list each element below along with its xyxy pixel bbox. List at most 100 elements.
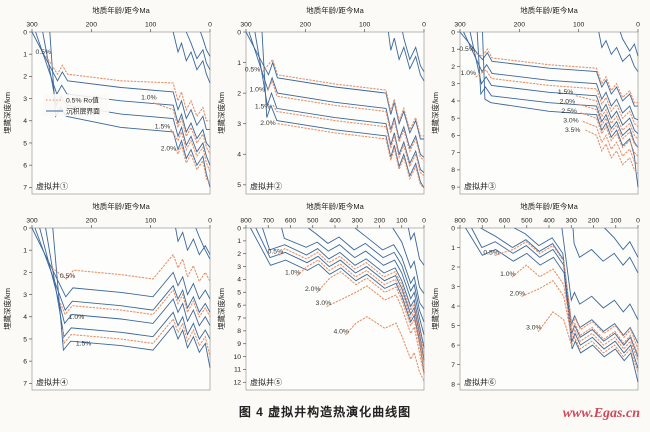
chart-canvas-well-5: 800 700 600 500 400 300 200 100 0地质年龄/距今Ma012345… <box>216 201 426 391</box>
x-tick-label: 0 <box>636 218 640 225</box>
y-tick-label: 1 <box>451 245 455 252</box>
plot-frame <box>31 227 211 391</box>
horizon-line <box>572 227 639 274</box>
y-tick-label: 6 <box>451 133 455 140</box>
x-axis-title: 地质年龄/距今Ma <box>92 201 150 211</box>
chart-canvas-well-6: 800 700 600 500 400 300 200 100 0 地质年龄/距今Ma 0 1 2 3 4 5… <box>430 201 640 391</box>
horizon-line <box>561 227 639 320</box>
ro-isoline <box>277 123 425 189</box>
y-tick-label: 4 <box>451 98 455 105</box>
y-tick-label: 4 <box>23 314 27 321</box>
chart-canvas-well-4: 300 200 100 0 地质年龄/距今Ma 0 1 2 3 4 5 6 7 埋藏深度/km 0.5% 1.… <box>2 201 212 391</box>
y-tick-label: 8 <box>451 381 455 388</box>
ro-isoline <box>582 121 639 166</box>
ro-isoline <box>175 143 211 184</box>
caption-row: 图 4 虚拟井构造热演化曲线图 www.Egas.cn <box>0 396 650 426</box>
x-axis-title: 地质年龄/距今Ma <box>92 5 150 15</box>
ro-label: 2.0% <box>560 99 576 106</box>
x-axis-title: 地质年龄/距今Ma <box>306 201 364 211</box>
ro-label: 0.5% <box>459 46 475 53</box>
subplot-well-6: 800 700 600 500 400 300 200 100 0 地质年龄/距今Ma 0 1 2 3 4 5… <box>430 200 644 396</box>
y-tick-label: 2 <box>23 270 27 277</box>
y-tick-label: 2 <box>237 90 241 97</box>
y-tick-label: 0 <box>23 29 27 36</box>
x-tick-label: 200 <box>300 22 312 29</box>
ro-label: 1.0% <box>141 95 157 102</box>
horizon-line <box>476 31 639 148</box>
x-tick-label: 300 <box>352 218 364 225</box>
legend-ro-label: 0.5% Ro值 <box>66 96 99 105</box>
y-tick-label: 1 <box>237 238 241 245</box>
horizon-line <box>34 227 211 314</box>
y-tick-label: 9 <box>237 341 241 348</box>
ro-isoline <box>475 69 639 128</box>
horizon-line <box>463 31 639 121</box>
subplot-well-1: 300 200 100 0 地质年龄/距今Ma 0 1 2 3 4 5 6 7 埋藏深度/km 0.5% 1.… <box>2 4 216 200</box>
y-tick-label: 3 <box>451 284 455 291</box>
ro-isoline <box>585 129 639 174</box>
x-tick-label: 300 <box>454 22 466 29</box>
horizon-line <box>480 227 639 357</box>
x-tick-label: 400 <box>329 218 341 225</box>
x-tick-label: 200 <box>514 22 526 29</box>
ro-isoline <box>494 241 639 350</box>
plot-frame <box>459 31 639 195</box>
well-label: 虚拟井① <box>36 181 68 191</box>
ro-isoline <box>473 48 639 104</box>
horizon-line <box>469 31 639 135</box>
ro-isoline <box>316 271 425 370</box>
x-tick-label: 0 <box>422 218 426 225</box>
ro-label: 3.0% <box>563 117 579 124</box>
subplot-well-3: 300 200 100 0 地质年龄/距今Ma 0 1 2 3 4 5 6 7 8 9 埋藏深度/km 0.5%… <box>430 4 644 200</box>
ro-label: 0.5% <box>483 249 499 256</box>
horizon-line <box>465 227 639 383</box>
well-label: 虚拟井③ <box>464 181 496 191</box>
subplot-well-4: 300 200 100 0 地质年龄/距今Ma 0 1 2 3 4 5 6 7 埋藏深度/km 0.5% 1.… <box>2 200 216 396</box>
x-tick-label: 700 <box>477 218 489 225</box>
ro-label: 0.5% <box>60 273 76 280</box>
x-tick-label: 100 <box>145 22 157 29</box>
well-label: 虚拟井⑥ <box>464 377 496 387</box>
horizon-line <box>392 227 425 294</box>
horizon-line <box>245 31 424 140</box>
chart-canvas-well-2: 300 200 100 0 地质年龄/距今Ma 0 1 2 3 4 5 埋藏深度/km 0.5% 1.0%… <box>216 5 426 195</box>
horizon-line <box>471 227 639 369</box>
y-tick-label: 3 <box>451 81 455 88</box>
horizon-line <box>402 31 425 72</box>
ro-isoline <box>575 95 639 140</box>
ro-label: 2.0% <box>260 120 276 127</box>
y-tick-label: 2 <box>451 64 455 71</box>
y-tick-label: 7 <box>23 381 27 388</box>
x-axis-title: 地质年龄/距今Ma <box>306 5 364 15</box>
horizon-line <box>185 31 211 70</box>
ro-isoline <box>511 264 639 356</box>
ro-label: 1.0% <box>461 70 477 77</box>
horizon-line <box>354 227 425 310</box>
y-tick-label: 7 <box>451 362 455 369</box>
y-tick-label: 5 <box>237 290 241 297</box>
y-tick-label: 5 <box>237 182 241 189</box>
horizon-line <box>308 227 425 323</box>
y-tick-label: 7 <box>237 315 241 322</box>
chart-canvas-well-3: 300 200 100 0 地质年龄/距今Ma 0 1 2 3 4 5 6 7 8 9 埋藏深度/km 0.5%… <box>430 5 640 195</box>
ro-isoline <box>62 317 211 358</box>
y-tick-label: 3 <box>23 96 27 103</box>
x-tick-label: 0 <box>208 218 212 225</box>
plot-frame <box>245 31 425 195</box>
horizon-line <box>45 227 211 340</box>
horizon-line <box>482 31 639 188</box>
ro-label: 1.0% <box>250 87 266 94</box>
ro-label: 3.0% <box>526 324 542 331</box>
well-label: 虚拟井⑤ <box>250 377 282 387</box>
y-tick-label: 1 <box>23 247 27 254</box>
subplot-well-5: 800 700 600 500 400 300 200 100 0 地质年龄/距今Ma 0 1 2 3 4 5… <box>216 200 430 396</box>
x-axis-title: 地质年龄/距今Ma <box>520 201 578 211</box>
horizon-line <box>407 227 425 266</box>
horizon-line <box>604 227 639 258</box>
ro-isoline <box>578 103 639 149</box>
ro-label: 4.0% <box>333 328 349 335</box>
y-tick-label: 0 <box>451 225 455 232</box>
ro-label: 1.5% <box>255 103 271 110</box>
x-tick-label: 0 <box>636 22 640 29</box>
horizon-line <box>195 227 211 260</box>
